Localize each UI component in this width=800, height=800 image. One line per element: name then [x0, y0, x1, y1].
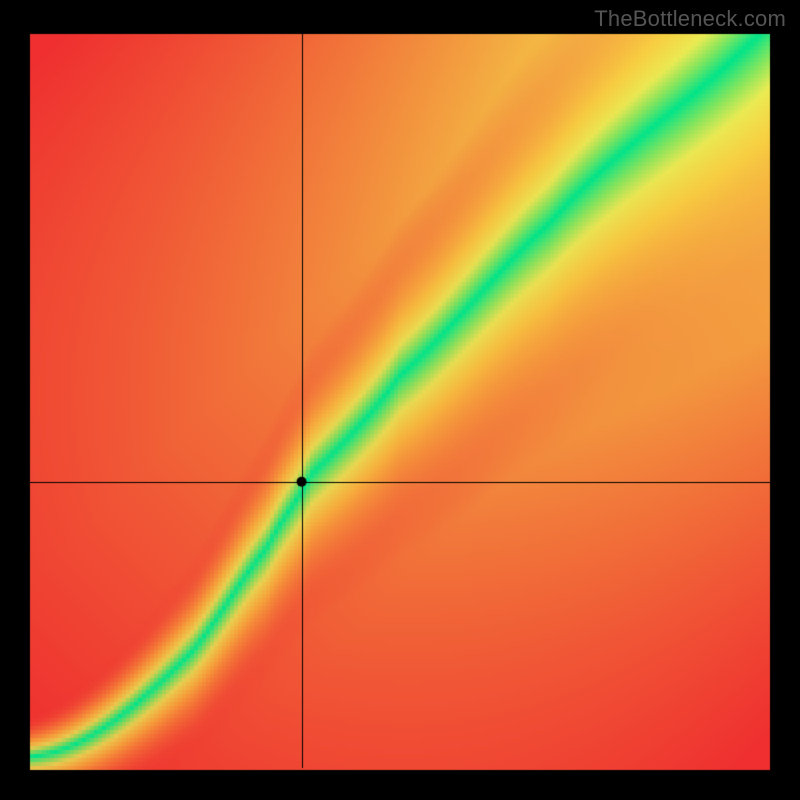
watermark-text: TheBottleneck.com — [594, 6, 786, 32]
chart-container: TheBottleneck.com — [0, 0, 800, 800]
heatmap-canvas — [0, 0, 800, 800]
